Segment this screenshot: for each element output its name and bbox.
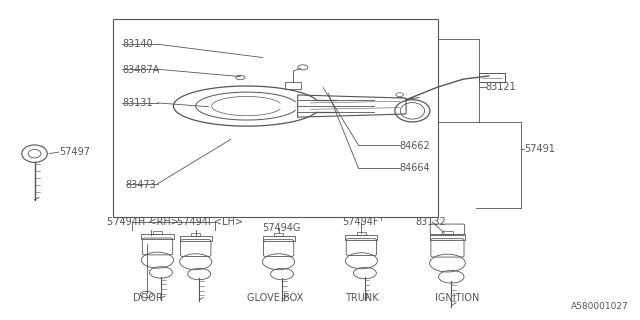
- Bar: [357, 232, 366, 235]
- Text: 57494F: 57494F: [342, 217, 379, 227]
- Text: DOOR: DOOR: [133, 293, 163, 303]
- Text: 83121: 83121: [486, 82, 516, 92]
- Bar: [191, 233, 200, 236]
- Text: GLOVE BOX: GLOVE BOX: [247, 293, 303, 303]
- Bar: [346, 235, 378, 240]
- Text: 83132: 83132: [415, 217, 446, 227]
- Text: A580001027: A580001027: [572, 302, 629, 311]
- Bar: [141, 234, 173, 239]
- Text: 83473: 83473: [125, 180, 156, 190]
- Bar: [262, 236, 294, 241]
- Text: 84664: 84664: [399, 163, 430, 173]
- Bar: [180, 236, 212, 241]
- Text: 57494G: 57494G: [262, 223, 301, 233]
- Text: 83140: 83140: [122, 39, 153, 49]
- Bar: [429, 234, 465, 240]
- Text: IGNITION: IGNITION: [435, 293, 479, 303]
- Bar: [285, 82, 301, 89]
- Bar: [113, 19, 438, 217]
- Bar: [153, 231, 162, 234]
- Text: 57494H <RH>: 57494H <RH>: [106, 217, 179, 227]
- Text: TRUNK: TRUNK: [344, 293, 378, 303]
- Text: 57494I <LH>: 57494I <LH>: [177, 217, 243, 227]
- Text: 57491: 57491: [524, 144, 555, 154]
- Bar: [442, 231, 452, 234]
- Text: 84662: 84662: [399, 141, 431, 151]
- Text: 83487A: 83487A: [122, 65, 160, 75]
- Bar: [274, 233, 283, 236]
- Bar: [479, 73, 505, 82]
- Text: 57497: 57497: [59, 147, 90, 157]
- Text: 83131: 83131: [122, 98, 153, 108]
